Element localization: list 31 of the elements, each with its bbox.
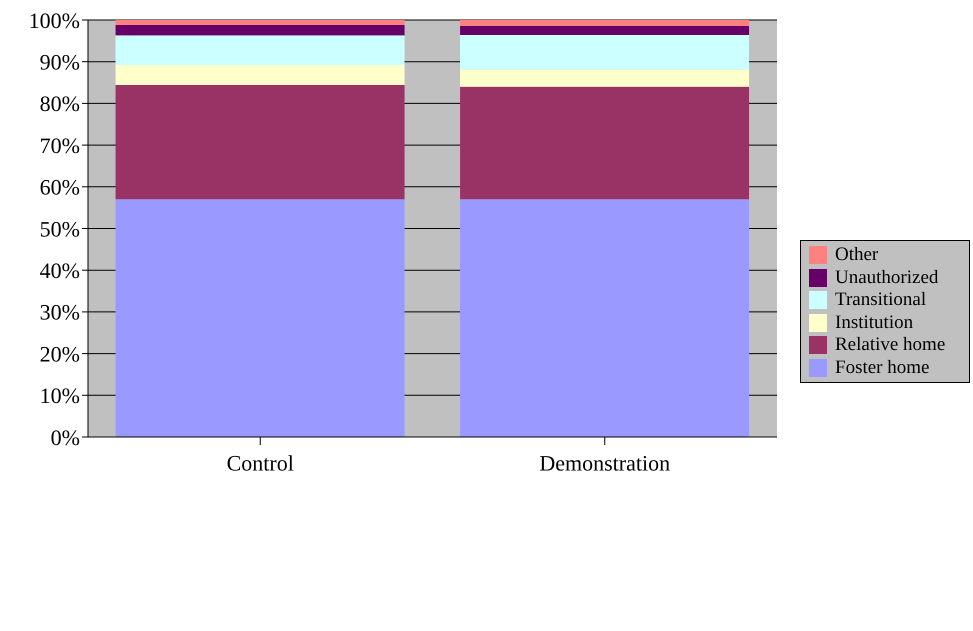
bar: [116, 25, 405, 36]
bar: [460, 199, 750, 437]
x-tick-label: Control: [226, 450, 294, 476]
legend-label: Unauthorized: [835, 266, 938, 289]
y-tick-label: 90%: [40, 50, 80, 75]
bar: [460, 86, 750, 200]
legend-label: Other: [835, 244, 878, 266]
bar: [460, 20, 750, 26]
bar: [116, 35, 405, 66]
bar: [460, 35, 750, 70]
bar: [116, 65, 405, 86]
bar: [460, 70, 750, 87]
y-tick-label: 60%: [40, 174, 80, 200]
y-tick-label: 70%: [40, 132, 80, 158]
legend-label: Transitional: [835, 289, 926, 312]
x-tick-label: Demonstration: [539, 450, 670, 476]
bar: [116, 85, 405, 200]
y-tick-label: 0%: [50, 424, 80, 450]
legend-label: Foster home: [835, 356, 930, 379]
y-tick-label: 30%: [40, 300, 80, 325]
y-tick-label: 20%: [40, 341, 80, 366]
y-tick-label: 100%: [28, 8, 80, 33]
bar: [460, 26, 750, 36]
legend-label: Institution: [835, 312, 914, 334]
bar: [116, 199, 405, 437]
bar: [116, 20, 405, 26]
y-tick-label: 50%: [40, 216, 80, 242]
y-tick-label: 10%: [40, 383, 80, 408]
y-tick-label: 80%: [40, 91, 80, 116]
legend-label: Relative home: [835, 334, 946, 356]
y-tick-label: 40%: [40, 258, 80, 284]
